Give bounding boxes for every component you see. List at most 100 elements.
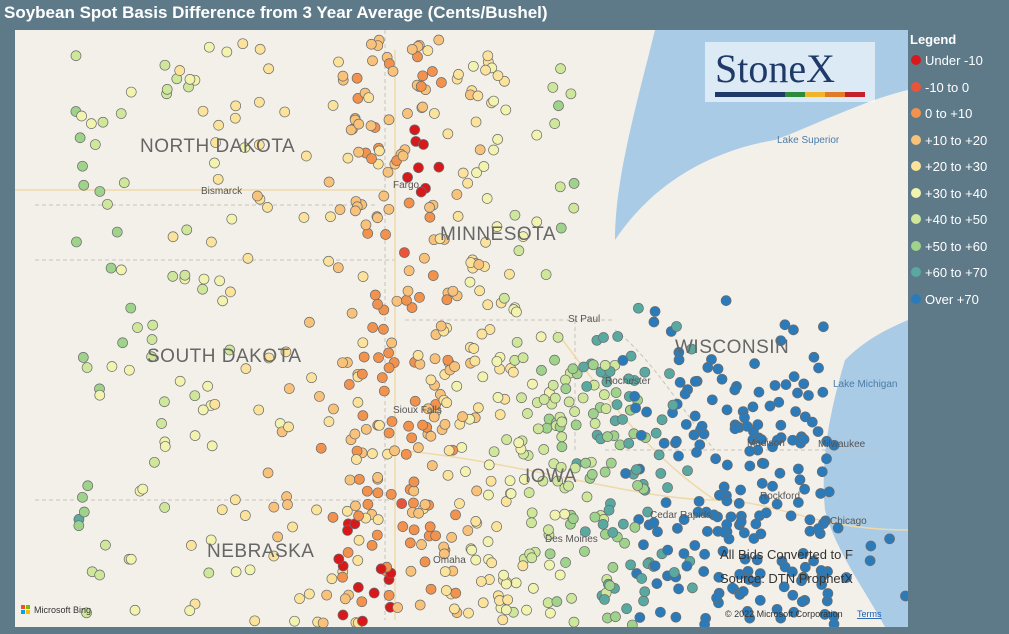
map-marker[interactable] bbox=[161, 84, 173, 95]
map-marker[interactable] bbox=[457, 167, 469, 179]
map-marker[interactable] bbox=[380, 229, 391, 240]
map-marker[interactable] bbox=[619, 537, 630, 549]
map-marker[interactable] bbox=[97, 116, 109, 128]
map-marker[interactable] bbox=[262, 467, 274, 479]
map-marker[interactable] bbox=[554, 181, 566, 193]
map-marker[interactable] bbox=[357, 410, 369, 421]
map-marker[interactable] bbox=[314, 391, 325, 402]
map-marker[interactable] bbox=[366, 153, 377, 164]
map-marker[interactable] bbox=[323, 176, 335, 188]
map-marker[interactable] bbox=[668, 567, 680, 578]
map-marker[interactable] bbox=[352, 582, 364, 593]
map-marker[interactable] bbox=[610, 387, 622, 398]
map-marker[interactable] bbox=[502, 594, 514, 606]
map-marker[interactable] bbox=[658, 437, 670, 449]
map-marker[interactable] bbox=[197, 283, 208, 295]
legend-item[interactable]: Over +70 bbox=[910, 292, 987, 319]
map-marker[interactable] bbox=[491, 221, 503, 232]
map-marker[interactable] bbox=[385, 488, 397, 500]
map-marker[interactable] bbox=[828, 618, 840, 627]
map-marker[interactable] bbox=[352, 397, 364, 408]
map-marker[interactable] bbox=[500, 604, 512, 616]
map-marker[interactable] bbox=[526, 507, 538, 519]
map-marker[interactable] bbox=[389, 445, 400, 457]
map-marker[interactable] bbox=[429, 108, 440, 119]
map-marker[interactable] bbox=[356, 596, 368, 608]
map-marker[interactable] bbox=[374, 145, 385, 157]
map-marker[interactable] bbox=[353, 510, 364, 522]
map-marker[interactable] bbox=[735, 484, 746, 496]
map-marker[interactable] bbox=[197, 105, 209, 117]
map-marker[interactable] bbox=[94, 186, 106, 197]
map-marker[interactable] bbox=[283, 383, 295, 394]
map-marker[interactable] bbox=[597, 519, 609, 530]
map-marker[interactable] bbox=[607, 527, 619, 538]
map-marker[interactable] bbox=[526, 552, 538, 564]
map-marker[interactable] bbox=[517, 352, 529, 364]
map-marker[interactable] bbox=[452, 211, 464, 222]
map-marker[interactable] bbox=[602, 431, 613, 442]
map-marker[interactable] bbox=[702, 362, 714, 373]
map-marker[interactable] bbox=[803, 390, 814, 401]
map-marker[interactable] bbox=[667, 399, 679, 411]
map-marker[interactable] bbox=[402, 285, 414, 297]
map-marker[interactable] bbox=[353, 146, 364, 158]
map-marker[interactable] bbox=[239, 510, 251, 521]
map-marker[interactable] bbox=[771, 603, 783, 615]
map-marker[interactable] bbox=[339, 593, 351, 605]
map-marker[interactable] bbox=[743, 574, 755, 585]
map-marker[interactable] bbox=[244, 564, 256, 576]
map-marker[interactable] bbox=[469, 355, 481, 367]
map-marker[interactable] bbox=[156, 418, 167, 429]
map-marker[interactable] bbox=[447, 285, 459, 297]
map-marker[interactable] bbox=[289, 615, 300, 627]
map-marker[interactable] bbox=[111, 226, 123, 238]
map-marker[interactable] bbox=[372, 298, 383, 310]
map-marker[interactable] bbox=[422, 45, 434, 56]
map-marker[interactable] bbox=[253, 404, 265, 416]
map-marker[interactable] bbox=[556, 416, 568, 428]
map-marker[interactable] bbox=[367, 448, 378, 459]
map-marker[interactable] bbox=[349, 428, 361, 440]
map-marker[interactable] bbox=[378, 323, 389, 335]
map-marker[interactable] bbox=[468, 343, 480, 354]
map-marker[interactable] bbox=[504, 268, 515, 280]
map-marker[interactable] bbox=[403, 265, 415, 277]
map-marker[interactable] bbox=[549, 118, 561, 129]
map-marker[interactable] bbox=[317, 617, 329, 627]
map-marker[interactable] bbox=[477, 371, 489, 383]
map-marker[interactable] bbox=[629, 390, 640, 402]
map-marker[interactable] bbox=[531, 129, 543, 141]
map-marker[interactable] bbox=[363, 92, 375, 104]
map-marker[interactable] bbox=[118, 177, 130, 189]
map-marker[interactable] bbox=[671, 321, 682, 332]
map-marker[interactable] bbox=[623, 438, 635, 449]
map-marker[interactable] bbox=[900, 590, 908, 602]
map-marker[interactable] bbox=[517, 231, 529, 242]
legend-item[interactable]: +60 to +70 bbox=[910, 265, 987, 292]
map-marker[interactable] bbox=[159, 502, 171, 513]
map-marker[interactable] bbox=[547, 82, 559, 93]
map-marker[interactable] bbox=[345, 124, 357, 136]
map-marker[interactable] bbox=[378, 190, 390, 202]
map-marker[interactable] bbox=[124, 364, 135, 376]
map-marker[interactable] bbox=[513, 437, 525, 449]
map-marker[interactable] bbox=[721, 495, 733, 507]
map-marker[interactable] bbox=[788, 606, 800, 618]
map-marker[interactable] bbox=[653, 449, 665, 461]
map-marker[interactable] bbox=[566, 593, 577, 604]
map-marker[interactable] bbox=[433, 34, 445, 46]
map-marker[interactable] bbox=[419, 252, 430, 264]
map-marker[interactable] bbox=[159, 396, 170, 408]
legend-item[interactable]: Under -10 bbox=[910, 53, 987, 80]
map-marker[interactable] bbox=[417, 70, 429, 82]
map-marker[interactable] bbox=[482, 50, 494, 62]
map-marker[interactable] bbox=[86, 118, 97, 129]
map-marker[interactable] bbox=[696, 420, 708, 432]
map-marker[interactable] bbox=[527, 378, 538, 390]
map-marker[interactable] bbox=[767, 480, 778, 492]
map-marker[interactable] bbox=[229, 494, 241, 506]
map-marker[interactable] bbox=[822, 588, 834, 599]
map-marker[interactable] bbox=[678, 514, 690, 525]
map-marker[interactable] bbox=[521, 604, 532, 616]
